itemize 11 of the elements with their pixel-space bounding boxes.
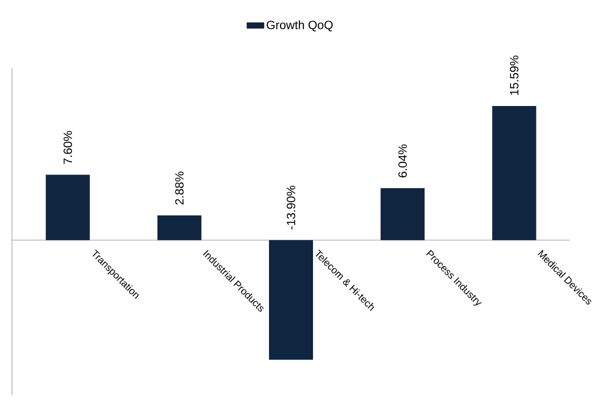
data-label: 7.60% (64, 131, 72, 164)
bar (157, 215, 202, 240)
data-label: -13.90% (286, 186, 296, 230)
bar (380, 188, 425, 240)
legend-label: Growth QoQ (266, 20, 333, 32)
bar (46, 174, 90, 240)
data-label: 6.04% (398, 144, 407, 178)
bar (269, 240, 314, 360)
data-label: 15.59% (510, 56, 518, 95)
bar (492, 106, 536, 240)
data-label: 2.88% (175, 172, 184, 205)
